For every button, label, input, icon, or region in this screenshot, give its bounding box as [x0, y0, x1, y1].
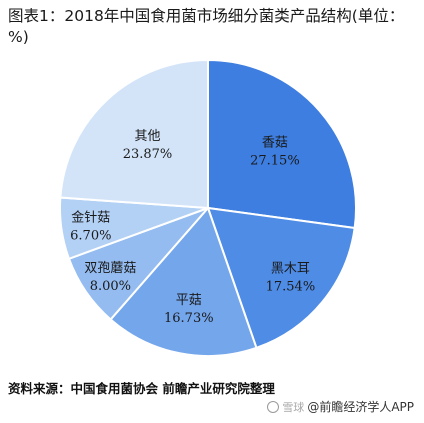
slice-value: 16.73%	[164, 311, 214, 326]
slice-label-5: 金针菇 6.70%	[70, 210, 111, 244]
pie-slices	[59, 58, 358, 357]
slice-label-4: 双孢蘑菇 8.00%	[84, 261, 136, 294]
slice-name: 双孢蘑菇	[84, 261, 136, 276]
slice-label-6: 其他 23.87%	[123, 129, 173, 162]
slice-label-3: 平菇 16.73%	[164, 293, 214, 326]
pie-slice-6	[59, 58, 209, 210]
slice-value: 6.70%	[70, 229, 111, 244]
slice-name: 黑木耳	[271, 262, 310, 277]
account-name: @前瞻经济学人APP	[307, 400, 414, 414]
platform-name: 雪球	[282, 400, 305, 414]
pie-slice-1	[207, 58, 358, 230]
slice-value: 8.00%	[90, 279, 131, 294]
source-note: 资料来源：中国食用菌协会 前瞻产业研究院整理	[8, 381, 275, 396]
slice-value: 23.87%	[123, 147, 173, 162]
slice-name: 平菇	[176, 293, 202, 308]
slice-value: 27.15%	[250, 154, 300, 169]
watermark-footer: 雪球 @前瞻经济学人APP	[267, 398, 414, 415]
slice-label-2: 黑木耳 17.54%	[266, 262, 316, 295]
slice-name: 香菇	[262, 136, 288, 151]
pie-labels: 香菇 27.15% 黑木耳 17.54% 平菇 16.73% 双孢蘑菇 8.00% 金针菇 6.7…	[70, 129, 315, 326]
slice-name: 金针菇	[71, 210, 110, 226]
slice-name: 其他	[134, 129, 160, 144]
pie-chart: 香菇 27.15% 黑木耳 17.54% 平菇 16.73% 双孢蘑菇 8.00% 金针菇 6.7…	[59, 58, 358, 357]
snowball-logo-icon	[267, 400, 280, 413]
chart-title: 图表1：2018年中国食用菌市场细分菌类产品结构(单位：%)	[8, 7, 405, 46]
pie-slice-3	[109, 206, 258, 357]
slice-label-1: 香菇 27.15%	[250, 136, 300, 169]
slice-value: 17.54%	[266, 280, 316, 295]
